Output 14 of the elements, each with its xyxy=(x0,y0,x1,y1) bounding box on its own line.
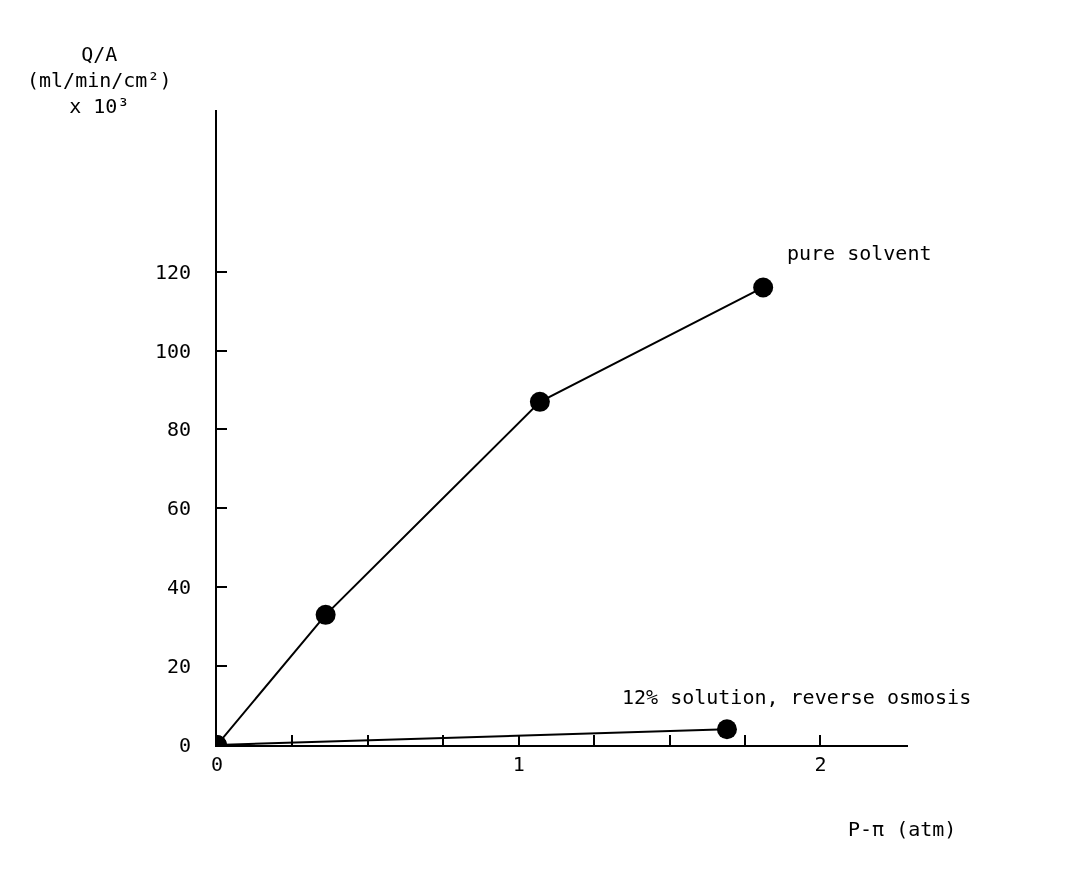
y-tick-label: 100 xyxy=(154,338,191,363)
x-tick-label: 2 xyxy=(814,752,827,776)
y-tick-label: 60 xyxy=(166,496,191,521)
y-tick-label: 80 xyxy=(166,417,191,442)
y-tick-label: 40 xyxy=(166,575,191,600)
x-tick-label: 0 xyxy=(210,752,224,776)
y-tick-label: 20 xyxy=(166,654,191,679)
y-axis-title: Q/A (ml/min/cm²) x 10³ xyxy=(27,42,172,118)
y-tick-label: 0 xyxy=(178,733,191,757)
x-tick-label: 1 xyxy=(512,752,525,776)
y-tick-label: 120 xyxy=(154,259,191,284)
x-axis-title: P-π (atm) xyxy=(848,817,957,841)
series-label: pure solvent xyxy=(787,241,932,265)
series-label: 12% solution, reverse osmosis xyxy=(622,685,972,709)
